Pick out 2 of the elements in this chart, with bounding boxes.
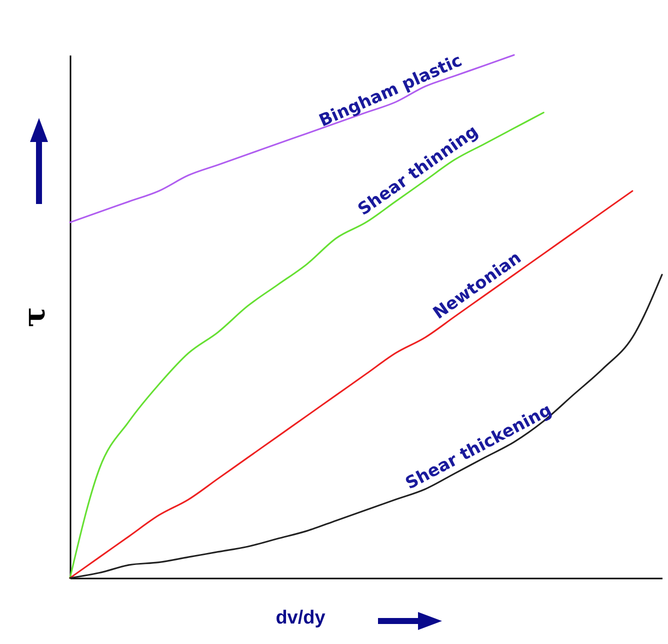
x-axis-title: dv/dy	[276, 608, 326, 628]
y-axis-title: τ	[18, 306, 52, 328]
